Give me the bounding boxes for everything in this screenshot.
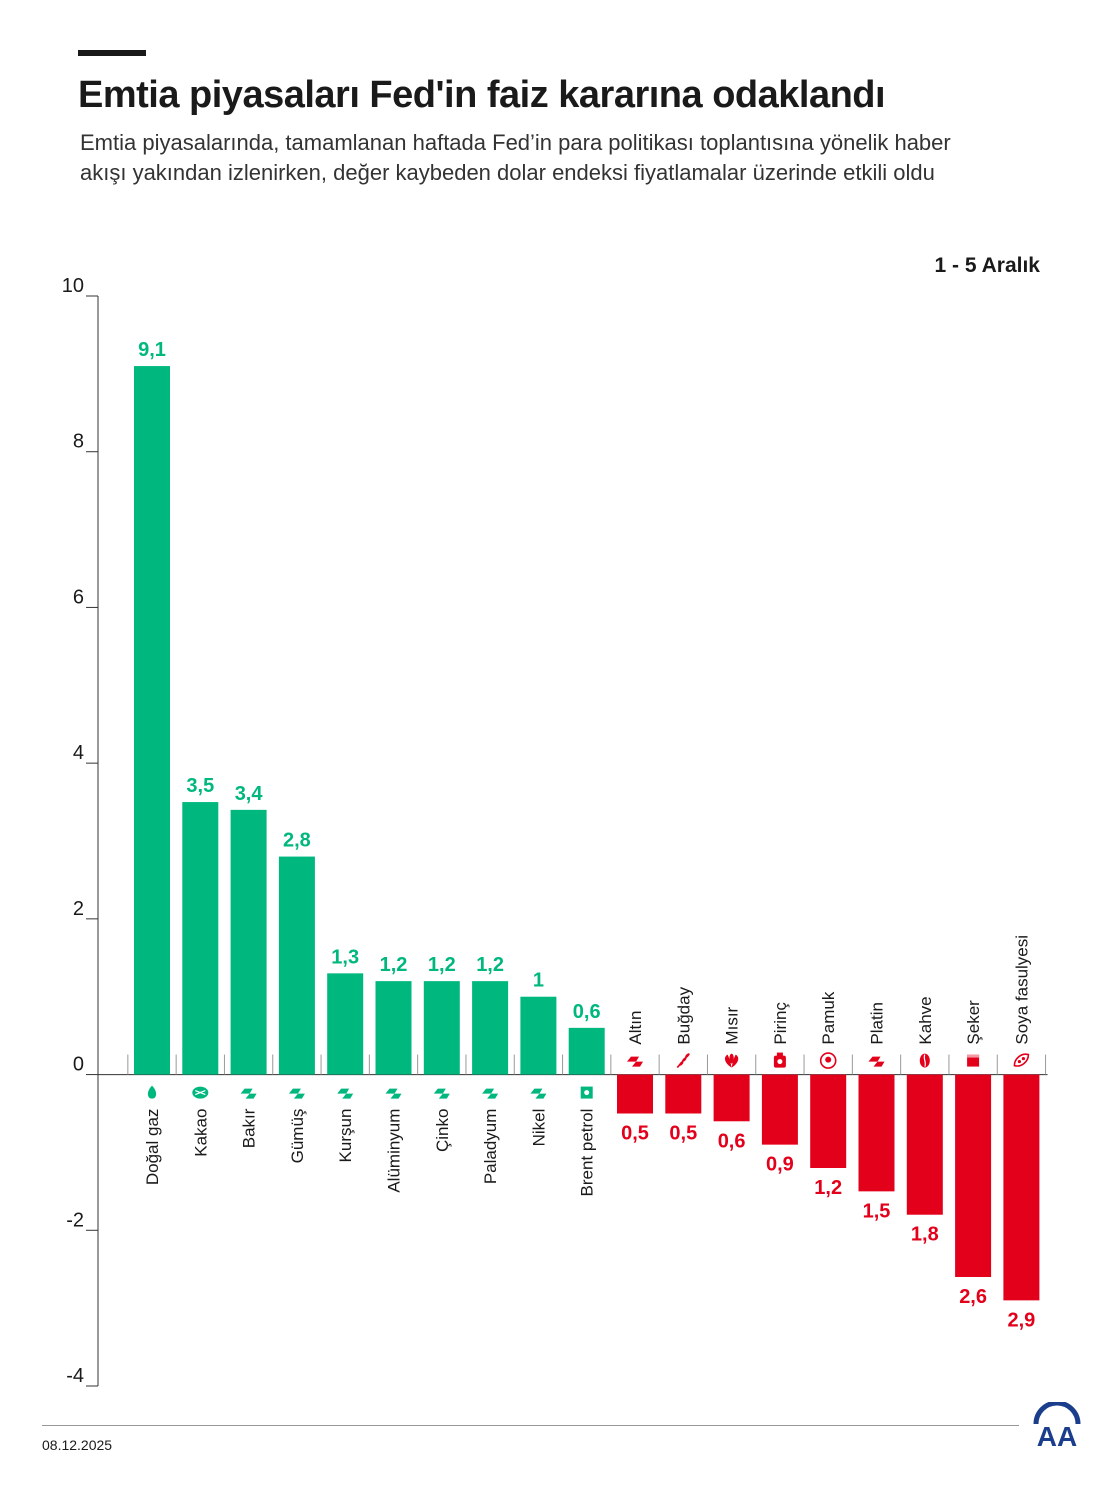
bar: [472, 981, 509, 1075]
data-label: 1,2: [380, 954, 408, 976]
bar: [617, 1074, 653, 1114]
data-labels: 9,1 Doğal gaz 3,5 Kakao 3,4 Bakır 2,8 Gümüş 1,3 K…: [138, 339, 1035, 1331]
bar: [1003, 1074, 1040, 1301]
metal-bar-icon: [868, 1056, 885, 1067]
page-subtitle: Emtia piyasalarında, tamamlanan haftada …: [80, 130, 951, 185]
category-label: Kakao: [191, 1109, 210, 1157]
bar: [665, 1074, 702, 1114]
category-label: Doğal gaz: [143, 1109, 162, 1186]
category-label: Bakır: [240, 1108, 259, 1148]
data-label: 1,2: [814, 1177, 842, 1199]
y-tick-label: -2: [66, 1209, 84, 1231]
data-label: 0,6: [718, 1130, 746, 1152]
metal-bar-icon: [288, 1088, 305, 1099]
aa-logo-icon: AA: [1033, 1402, 1081, 1452]
footer-date: 08.12.2025: [42, 1437, 113, 1453]
category-label: Pirinç: [771, 1002, 790, 1045]
category-label: Kurşun: [336, 1109, 355, 1163]
y-tick-label: -4: [66, 1365, 84, 1387]
category-label: Mısır: [723, 1006, 742, 1044]
metal-bar-icon: [337, 1088, 354, 1099]
data-label: 1,2: [476, 954, 504, 976]
category-label: Paladyum: [481, 1109, 500, 1185]
bar: [810, 1074, 847, 1168]
category-label: Alüminyum: [385, 1109, 404, 1193]
corn-icon: [724, 1053, 739, 1068]
bar: [182, 802, 219, 1075]
y-tick-label: 0: [73, 1054, 84, 1076]
cotton-icon: [819, 1052, 837, 1069]
y-tick-label: 2: [73, 898, 84, 920]
soybean-icon: [1013, 1053, 1030, 1067]
data-label: 9,1: [138, 339, 166, 361]
bar: [375, 981, 412, 1075]
category-label: Çinko: [433, 1109, 452, 1152]
metal-bar-icon: [240, 1088, 257, 1099]
category-label: Kahve: [916, 996, 935, 1044]
title-accent-bar: [78, 50, 146, 56]
y-tick-label: 10: [62, 275, 84, 297]
category-label: Platin: [868, 1002, 887, 1045]
data-label: 2,6: [959, 1286, 987, 1308]
category-label: Soya fasulyesi: [1012, 935, 1031, 1045]
y-tick-label: 6: [73, 586, 84, 608]
flame-icon: [147, 1085, 157, 1099]
bar: [568, 1027, 605, 1075]
category-label: Altın: [626, 1011, 645, 1045]
data-label: 0,9: [766, 1154, 794, 1176]
bar: [134, 366, 170, 1075]
metal-bar-icon: [385, 1088, 402, 1099]
bar: [423, 981, 460, 1075]
data-label: 0,6: [573, 1001, 601, 1023]
bar: [713, 1074, 750, 1122]
data-label: 3,5: [186, 775, 214, 797]
data-label: 2,9: [1007, 1309, 1035, 1331]
data-label: 1,8: [911, 1224, 939, 1246]
data-label: 1: [533, 970, 544, 992]
bar: [230, 809, 267, 1075]
bar-chart: 10 8 6 4 2 0 -2 -4 9,1 Doğal gaz 3,5 Kakao 3,4 Bakır…: [62, 275, 1048, 1387]
y-tick-label: 4: [73, 742, 84, 764]
category-label: Pamuk: [819, 991, 838, 1044]
bar: [955, 1074, 992, 1277]
category-label: Buğday: [674, 986, 693, 1044]
bar: [858, 1074, 895, 1192]
data-label: 3,4: [235, 783, 264, 805]
oil-barrel-icon: [580, 1086, 593, 1099]
gold-bar-icon: [627, 1056, 643, 1067]
bar: [278, 856, 315, 1075]
data-label: 2,8: [283, 830, 311, 852]
page-title: Emtia piyasaları Fed'in faiz kararına od…: [78, 74, 886, 116]
coffee-bean-icon: [919, 1053, 930, 1068]
y-tick-label: 8: [73, 431, 84, 453]
rice-icon: [773, 1052, 786, 1068]
metal-bar-icon: [433, 1088, 450, 1099]
data-label: 0,5: [669, 1123, 697, 1145]
data-label: 1,5: [863, 1200, 891, 1222]
category-label: Brent petrol: [578, 1109, 597, 1197]
data-label: 0,5: [621, 1123, 649, 1145]
bar: [761, 1074, 798, 1145]
data-label: 1,2: [428, 954, 456, 976]
metal-bar-icon: [482, 1088, 499, 1099]
cocoa-icon: [192, 1086, 209, 1099]
date-range-label: 1 - 5 Aralık: [934, 254, 1040, 277]
bar: [520, 996, 557, 1075]
bars: [134, 366, 1040, 1301]
wheat-icon: [676, 1053, 690, 1069]
aa-logo-text: AA: [1037, 1421, 1077, 1452]
bar: [327, 973, 364, 1075]
data-label: 1,3: [331, 946, 359, 968]
category-label: Gümüş: [288, 1109, 307, 1164]
category-label: Nikel: [529, 1109, 548, 1147]
sugar-icon: [967, 1054, 980, 1067]
metal-bar-icon: [530, 1088, 547, 1099]
footer-divider: [42, 1425, 1019, 1426]
category-label: Şeker: [964, 1000, 983, 1045]
bar: [906, 1074, 943, 1215]
